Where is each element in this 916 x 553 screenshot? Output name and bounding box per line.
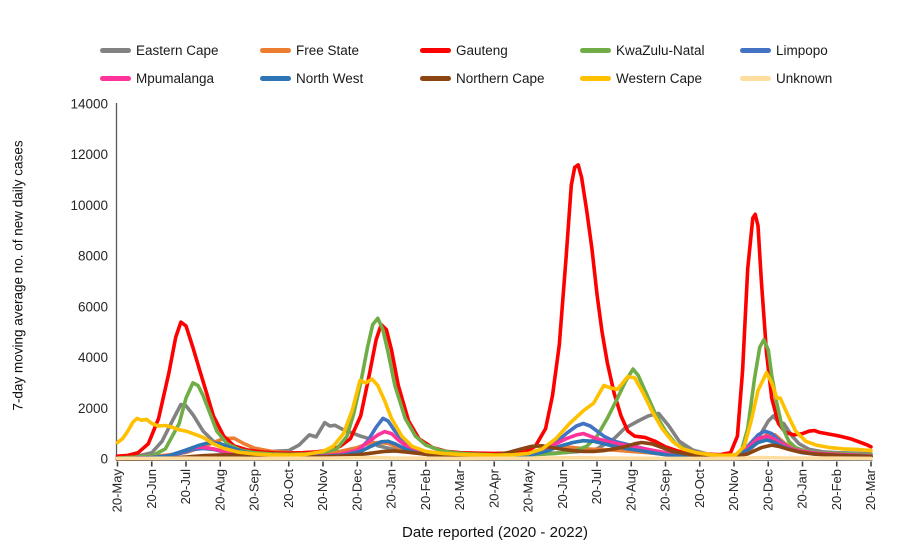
- chart-legend: Eastern Cape Free State Gauteng KwaZulu-Nat…: [100, 36, 900, 92]
- legend-item-northern-cape: Northern Cape: [420, 71, 580, 86]
- x-axis-title: Date reported (2020 - 2022): [402, 524, 588, 541]
- legend-item-unknown: Unknown: [740, 71, 900, 86]
- x-tick-label: 20-Jan: [795, 469, 810, 509]
- y-tick-label: 2000: [78, 401, 108, 416]
- y-tick-label: 6000: [78, 299, 108, 314]
- legend-swatch: [100, 75, 131, 81]
- legend-label: Northern Cape: [456, 70, 545, 86]
- legend-item-north-west: North West: [260, 71, 420, 86]
- x-tick-label: 20-Sep: [658, 469, 673, 511]
- legend-swatch: [420, 47, 451, 53]
- legend-label: KwaZulu-Natal: [616, 42, 705, 58]
- legend-item-western-cape: Western Cape: [580, 71, 740, 86]
- y-tick-label: 0: [100, 452, 108, 467]
- legend-label: Gauteng: [456, 42, 508, 58]
- x-tick-label: 20-Dec: [349, 469, 364, 511]
- legend-swatch: [420, 75, 451, 81]
- series-line-western-cape: [115, 370, 873, 458]
- y-tick-label: 4000: [78, 350, 108, 365]
- legend-swatch: [100, 47, 131, 53]
- x-tick-label: 20-May: [110, 469, 125, 513]
- legend-swatch: [740, 47, 771, 53]
- x-tick-label: 20-Nov: [726, 469, 741, 511]
- x-tick-label: 20-Oct: [692, 469, 707, 508]
- x-tick-label: 20-Jul: [178, 469, 193, 505]
- legend-item-mpumalanga: Mpumalanga: [100, 71, 260, 86]
- x-tick-label: 20-Jun: [144, 469, 159, 509]
- legend-label: Western Cape: [616, 70, 703, 86]
- legend-item-free-state: Free State: [260, 43, 420, 58]
- x-tick-label: 20-Mar: [863, 468, 878, 510]
- y-tick-label: 8000: [78, 249, 108, 264]
- x-tick-label: 20-Aug: [623, 469, 638, 511]
- legend-label: Mpumalanga: [136, 70, 215, 86]
- x-tick-label: 20-Apr: [486, 468, 501, 508]
- x-tick-label: 20-Jan: [384, 469, 399, 509]
- x-tick-label: 20-Aug: [212, 469, 227, 511]
- x-tick-label: 20-Mar: [452, 468, 467, 510]
- legend-swatch: [580, 75, 611, 81]
- legend-label: Unknown: [776, 70, 833, 86]
- legend-item-eastern-cape: Eastern Cape: [100, 43, 260, 58]
- x-tick-label: 20-Jul: [589, 469, 604, 505]
- y-tick-label: 10000: [70, 198, 108, 213]
- x-tick-label: 20-Feb: [829, 469, 844, 510]
- x-tick-label: 20-Oct: [281, 469, 296, 508]
- legend-swatch: [580, 47, 611, 53]
- x-tick-label: 20-Jun: [555, 469, 570, 509]
- y-axis-title: 7-day moving average no. of new daily ca…: [10, 140, 26, 411]
- x-tick-label: 20-Dec: [760, 469, 775, 511]
- series-line-gauteng: [115, 163, 873, 459]
- legend-item-kwazulu-natal: KwaZulu-Natal: [580, 43, 740, 58]
- legend-label: Eastern Cape: [136, 42, 219, 58]
- x-tick-label: 20-Nov: [315, 469, 330, 511]
- legend-swatch: [740, 75, 771, 81]
- legend-swatch: [260, 75, 291, 81]
- legend-item-gauteng: Gauteng: [420, 43, 580, 58]
- x-tick-label: 20-Feb: [418, 469, 433, 510]
- legend-label: Free State: [296, 42, 360, 58]
- x-tick-label: 20-May: [521, 469, 536, 513]
- legend-swatch: [260, 47, 291, 53]
- series-line-unknown: [115, 455, 873, 461]
- legend-item-limpopo: Limpopo: [740, 43, 900, 58]
- y-tick-label: 14000: [70, 97, 108, 112]
- x-tick-label: 20-Sep: [247, 469, 262, 511]
- y-tick-label: 12000: [70, 147, 108, 162]
- legend-label: North West: [296, 70, 364, 86]
- legend-label: Limpopo: [776, 42, 828, 58]
